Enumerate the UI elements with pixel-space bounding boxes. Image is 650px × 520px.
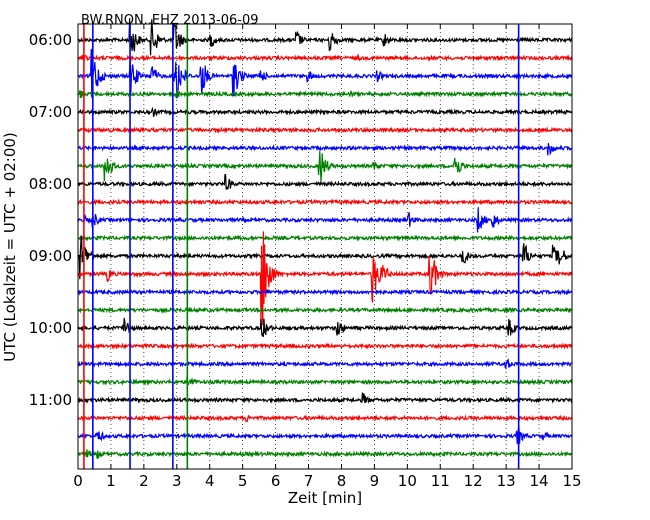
y-tick-label: 06:00: [29, 31, 72, 49]
trace-0600: [77, 17, 573, 56]
trace-1115: [77, 414, 573, 423]
trace-0945: [77, 306, 573, 314]
x-tick-label: 10: [398, 472, 417, 490]
x-tick-label: 9: [370, 472, 380, 490]
trace-0845: [77, 234, 572, 242]
trace-1015: [77, 342, 573, 350]
x-tick-label: 3: [172, 472, 182, 490]
x-tick-label: 1: [106, 472, 116, 490]
trace-1145: [77, 449, 572, 459]
trace-0730: [77, 143, 572, 156]
y-tick-label: 11:00: [29, 391, 72, 409]
trace-0645: [77, 89, 573, 99]
trace-0745: [77, 151, 573, 182]
trace-0630: [77, 48, 573, 99]
x-tick-label: 6: [271, 472, 281, 490]
x-tick-label: 15: [562, 472, 581, 490]
x-tick-label: 2: [139, 472, 149, 490]
trace-0700: [77, 106, 573, 117]
y-axis-ticks: 06:00 07:00 08:00 09:00 10:00 11:00: [29, 31, 572, 409]
x-tick-label: 5: [238, 472, 248, 490]
trace-0930: [77, 288, 573, 296]
trace-0900: [77, 235, 573, 280]
trace-1000: [77, 317, 573, 337]
y-tick-label: 10:00: [29, 319, 72, 337]
trace-1100: [77, 392, 573, 404]
chart-title: BW.RNON..EHZ 2013-06-09: [81, 13, 259, 28]
trace-1130: [77, 425, 573, 445]
x-axis-ticks: 0 1 2 3 4 5 6 7 8 9 10 11 12 13 14 15: [73, 24, 582, 490]
traces: [77, 17, 573, 459]
y-tick-label: 07:00: [29, 103, 72, 121]
trace-0715: [77, 126, 573, 134]
vertical-markers: [83, 24, 520, 469]
x-tick-label: 11: [431, 472, 450, 490]
trace-0615: [77, 53, 573, 64]
trace-0815: [77, 198, 572, 206]
x-tick-label: 12: [464, 472, 483, 490]
x-tick-label: 8: [337, 472, 347, 490]
y-tick-label: 08:00: [29, 175, 72, 193]
grid: [110, 24, 540, 469]
x-tick-label: 0: [73, 472, 83, 490]
trace-0800: [77, 173, 572, 190]
trace-0830: [77, 207, 573, 233]
x-tick-label: 13: [497, 472, 516, 490]
y-tick-label: 09:00: [29, 247, 72, 265]
x-axis-label: Zeit [min]: [288, 489, 362, 507]
y-axis-label: UTC (Lokalzeit = UTC + 02:00): [1, 132, 19, 362]
plot-frame: [77, 23, 573, 470]
trace-1030: [77, 358, 572, 370]
x-tick-label: 14: [530, 472, 549, 490]
trace-0915: [77, 231, 573, 328]
trace-1045: [77, 373, 573, 386]
x-tick-label: 7: [304, 472, 314, 490]
x-tick-label: 4: [205, 472, 215, 490]
